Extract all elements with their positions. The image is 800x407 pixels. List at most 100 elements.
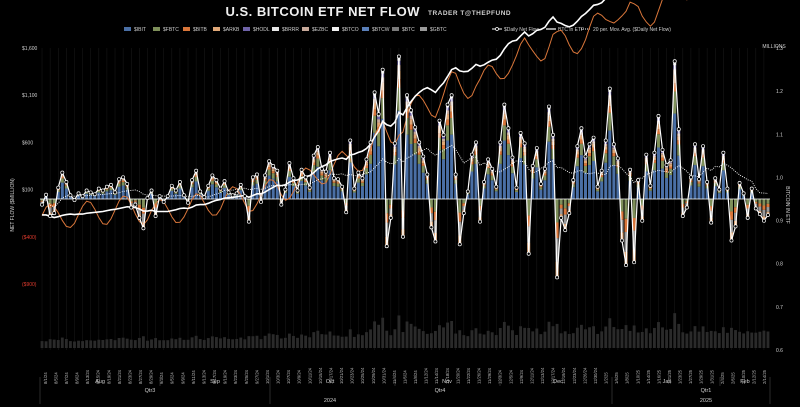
volume-bar (194, 335, 198, 348)
daily-net-flow-point (348, 138, 353, 143)
x-tick-label: 8/19/24 (106, 369, 111, 384)
flow-bar-segment (721, 162, 725, 171)
flow-bar-segment (693, 165, 697, 199)
flow-bar-segment (85, 193, 89, 199)
flow-bar-segment (174, 192, 178, 194)
flow-bar-segment (632, 230, 636, 250)
flow-bar-segment (437, 137, 441, 151)
flow-bar-segment (612, 149, 616, 154)
flow-bar-segment (490, 173, 494, 176)
flow-bar-segment (510, 161, 514, 165)
flow-bar-segment (592, 147, 596, 152)
flow-bar-segment (490, 171, 494, 174)
daily-net-flow-point (465, 189, 470, 194)
flow-bar-segment (385, 213, 389, 223)
flow-bar-segment (198, 194, 202, 199)
daily-net-flow-point (709, 220, 714, 225)
volume-bar (251, 336, 255, 348)
flow-bar-segment (612, 153, 616, 157)
daily-net-flow-point (52, 211, 57, 216)
daily-net-flow-point (275, 168, 280, 173)
volume-bar (596, 333, 600, 348)
flow-bar-segment (446, 114, 450, 120)
daily-net-flow-point (380, 67, 385, 72)
flow-bar-segment (291, 186, 295, 199)
flow-bar-segment (462, 206, 466, 211)
flow-bar-segment (121, 180, 125, 183)
flow-bar-segment (377, 146, 381, 199)
flow-bar-segment (604, 162, 608, 199)
daily-net-flow-point (319, 166, 324, 171)
daily-net-flow-point (721, 150, 726, 155)
flow-bar-segment (669, 162, 673, 165)
volume-bar (190, 337, 194, 348)
flow-bar-segment (648, 188, 652, 191)
flow-bar-segment (754, 199, 758, 202)
volume-bar (97, 339, 101, 348)
flow-bar-segment (267, 165, 271, 168)
daily-net-flow-point (413, 125, 418, 130)
flow-bar-segment (271, 178, 275, 199)
flow-bar-segment (547, 141, 551, 199)
flow-bar-segment (247, 205, 251, 211)
flow-bar-segment (543, 180, 547, 199)
legend-label: $BTC (402, 27, 415, 33)
daily-net-flow-point (60, 170, 65, 175)
flow-bar-segment (547, 121, 551, 127)
flow-bar-segment (673, 91, 677, 114)
flow-bar-segment (527, 199, 531, 216)
flow-bar-segment (320, 170, 324, 172)
volume-bar (665, 329, 669, 348)
volume-bar (93, 340, 97, 348)
flow-bar-segment (77, 195, 81, 199)
flow-bar-segment (442, 138, 446, 142)
flow-bar-segment (762, 205, 766, 210)
x-tick-label: 8/27/24 (138, 369, 143, 384)
volume-bar (523, 327, 527, 348)
flow-bar-segment (206, 188, 210, 191)
volume-bar (738, 331, 742, 348)
flow-bar-segment (685, 201, 689, 204)
flow-bar-segment (60, 182, 64, 199)
flow-bar-segment (575, 151, 579, 155)
flow-bar-segment (356, 182, 360, 199)
daily-net-flow-point (526, 251, 531, 256)
daily-net-flow-point (603, 138, 608, 143)
volume-bar (693, 326, 697, 348)
daily-net-flow-point (263, 173, 268, 178)
flow-bar-segment (397, 79, 401, 88)
x-tick-label: 9/25/24 (244, 369, 249, 384)
flow-bar-segment (616, 167, 620, 174)
volume-bar (186, 339, 190, 348)
daily-net-flow-point (405, 93, 409, 98)
flow-bar-segment (579, 155, 583, 199)
flow-bar-segment (364, 163, 368, 166)
legend-label: $GBTC (430, 27, 447, 33)
x-tick-label: 1/27/25 (688, 369, 693, 384)
flow-bar-segment (693, 153, 697, 157)
flow-bar-segment (523, 164, 527, 199)
flow-bar-segment (409, 129, 413, 144)
daily-net-flow-point (340, 184, 345, 189)
flow-bar-segment (113, 193, 117, 195)
flow-bar-segment (413, 143, 417, 155)
flow-bar-segment (417, 151, 421, 155)
left-tick-label: $1,100 (22, 93, 38, 99)
flow-bar-segment (352, 192, 356, 199)
daily-net-flow-point (352, 186, 357, 191)
flow-bar-segment (648, 190, 652, 199)
flow-bar-segment (125, 187, 129, 190)
legend-swatch (420, 27, 427, 31)
flow-bar-segment (304, 185, 308, 199)
flow-bar-segment (194, 173, 198, 176)
daily-net-flow-point (372, 90, 377, 95)
flow-bar-segment (539, 189, 543, 199)
x-tick-label: 2/6/25 (730, 372, 735, 384)
flow-bar-segment (661, 152, 665, 155)
volume-bar (389, 335, 393, 348)
daily-net-flow-point (664, 163, 669, 167)
volume-bar (494, 335, 498, 348)
flow-bar-segment (393, 155, 397, 165)
flow-bar-segment (713, 186, 717, 199)
x-tick-label: 11/4/24 (392, 370, 397, 384)
